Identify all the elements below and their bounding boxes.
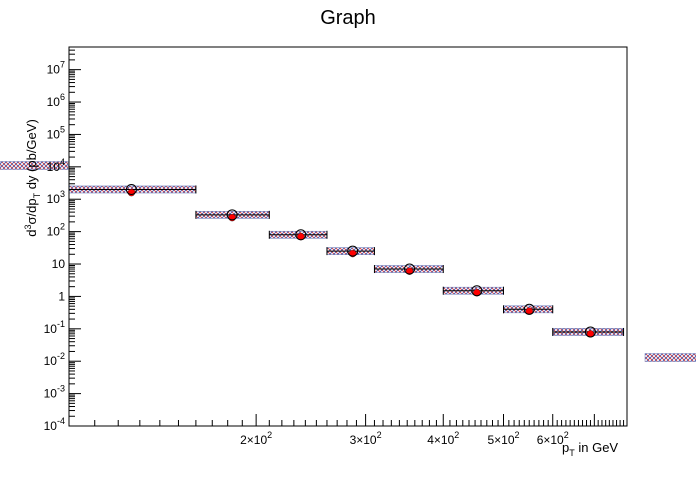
y-tick-label: 107 bbox=[47, 60, 65, 77]
y-tick-label: 104 bbox=[47, 157, 65, 174]
open-marker-point bbox=[125, 183, 137, 195]
y-tick-label: 105 bbox=[47, 124, 65, 141]
y-axis-label: d3σ/dpT dy (pb/GeV) bbox=[23, 119, 42, 237]
x-axis-label: pT in GeV bbox=[562, 440, 618, 458]
y-tick-label: 10-4 bbox=[44, 416, 65, 433]
open-marker-point bbox=[523, 303, 535, 315]
y-tick-label: 1 bbox=[58, 289, 65, 303]
filled-marker-point bbox=[127, 188, 136, 197]
x-tick-label: 6×102 bbox=[537, 430, 569, 447]
filled-marker-point bbox=[473, 289, 481, 297]
open-marker-point bbox=[295, 229, 307, 241]
chart-title: Graph bbox=[320, 7, 376, 29]
x-axis-ticks: 2×102 3×102 4×102 5×102 6×102 bbox=[68, 414, 628, 447]
y-tick-label: 106 bbox=[47, 92, 65, 109]
y-tick-label: 103 bbox=[47, 189, 65, 206]
data-points bbox=[69, 183, 625, 338]
y-tick-label: 10-2 bbox=[44, 351, 65, 368]
y-tick-label: 10-3 bbox=[44, 384, 65, 401]
open-marker-point bbox=[347, 245, 359, 257]
plot-frame bbox=[68, 46, 628, 427]
x-tick-label: 3×102 bbox=[350, 430, 382, 447]
x-tick-label: 5×102 bbox=[487, 430, 519, 447]
open-marker-point bbox=[471, 285, 483, 297]
y-tick-label: 10 bbox=[52, 257, 66, 271]
x-tick-label: 4×102 bbox=[427, 430, 459, 447]
y-tick-label: 10-1 bbox=[44, 319, 65, 336]
filled-marker-point bbox=[405, 267, 414, 275]
open-marker-point bbox=[404, 263, 416, 275]
open-marker-point bbox=[584, 326, 596, 338]
open-marker-point bbox=[226, 209, 238, 221]
left-out-of-range-band bbox=[0, 161, 69, 170]
out-of-range-bands bbox=[0, 161, 696, 362]
x-tick-label: 2×102 bbox=[240, 430, 272, 447]
right-out-of-range-band bbox=[644, 353, 696, 362]
y-axis-ticks: 10-4 10-3 10-2 10-1 1 10 102 103 104 105 106 107 bbox=[44, 46, 81, 433]
y-tick-label: 102 bbox=[47, 222, 65, 239]
